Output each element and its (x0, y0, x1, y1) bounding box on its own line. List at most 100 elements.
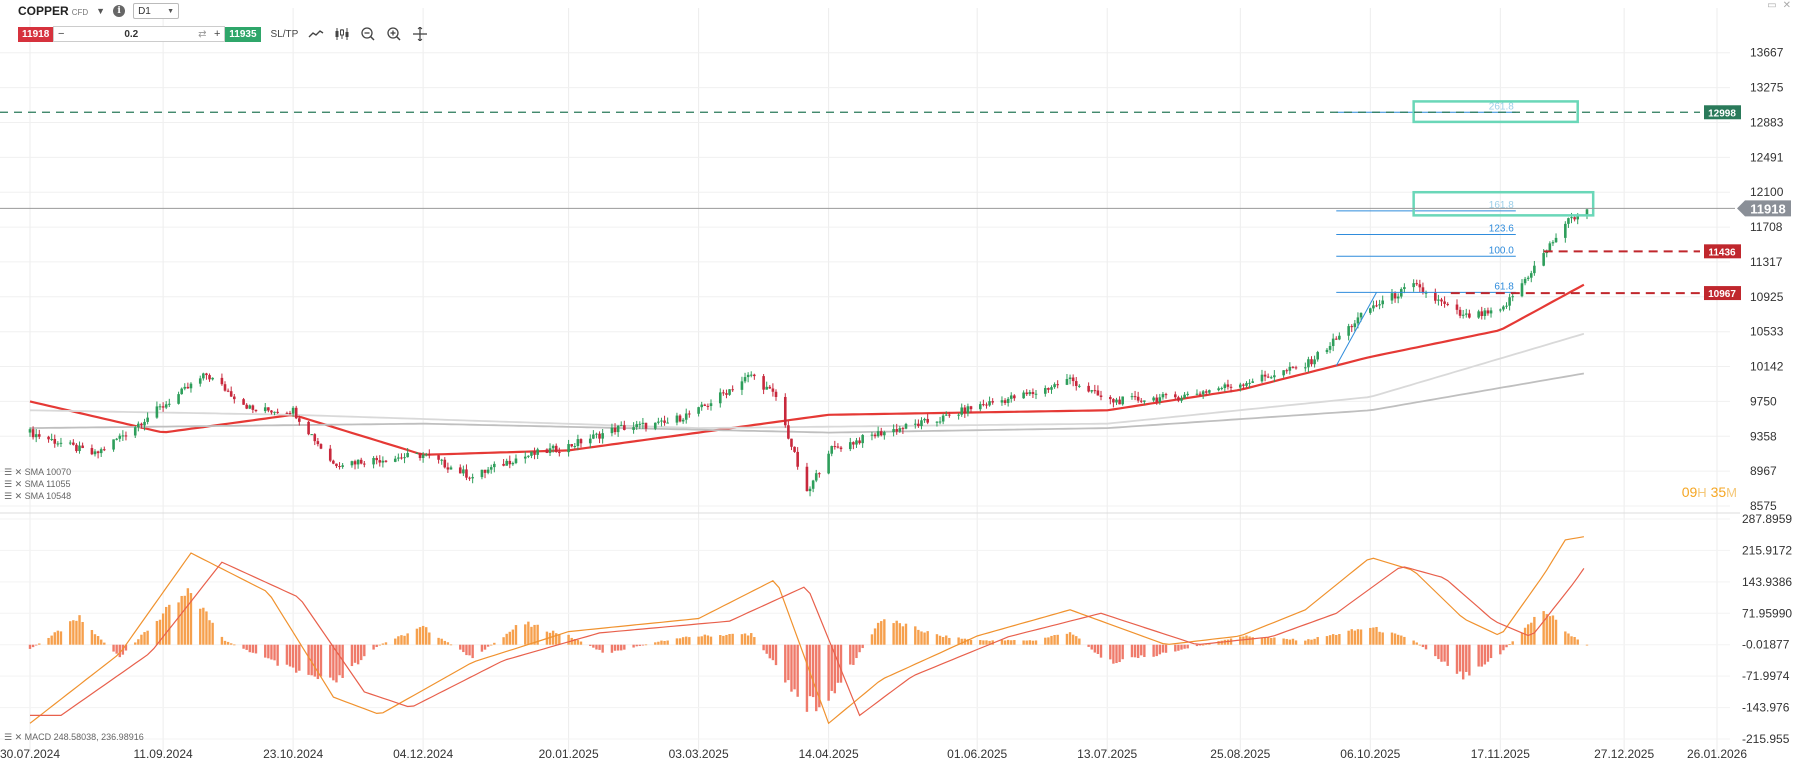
candle-body (328, 448, 332, 461)
candle-body (675, 415, 679, 423)
quantity-input[interactable]: 0.2 (124, 28, 139, 40)
macd-histogram-bar (610, 644, 614, 653)
macd-histogram-bar (375, 644, 378, 648)
sma-line (29, 283, 1585, 456)
macd-tick-label: 215.9172 (1742, 543, 1792, 557)
candle-body (1096, 390, 1100, 396)
candle-body (1338, 335, 1341, 340)
info-icon[interactable]: i (113, 5, 126, 17)
macd-histogram-bar (397, 636, 400, 645)
quantity-stepper[interactable]: − 0.2 ⇄ + (53, 26, 226, 42)
macd-histogram-bar (124, 644, 128, 651)
candle-body (1074, 381, 1078, 386)
candle-body (1418, 284, 1422, 288)
legend-sma-2-label: SMA 11055 (24, 479, 71, 489)
line-chart-icon[interactable] (308, 27, 324, 41)
sltp-button[interactable]: SL/TP (270, 28, 299, 40)
macd-histogram-bar (140, 634, 143, 645)
macd-histogram-bar (146, 630, 149, 645)
legend-sma-1[interactable]: ☰ ✕ SMA 10070 (4, 467, 72, 477)
candle-body (898, 428, 902, 432)
plus-icon[interactable]: + (214, 28, 221, 40)
candle-body (307, 421, 310, 435)
x-tick-label: 30.07.2024 (0, 747, 60, 761)
macd-histogram-bar (530, 626, 533, 645)
swap-icon[interactable]: ⇄ (198, 28, 207, 40)
candle-body (1248, 382, 1251, 384)
minus-icon[interactable]: − (58, 28, 65, 40)
candle-body (1043, 388, 1047, 394)
macd-histogram-bar (725, 634, 728, 645)
zoom-in-icon[interactable] (386, 27, 402, 41)
macd-histogram-bar (533, 624, 536, 645)
candle-body (1412, 283, 1415, 288)
candle-body (93, 451, 97, 455)
macd-histogram-bar (353, 644, 357, 663)
candles-icon[interactable] (334, 27, 350, 41)
macd-histogram-bar (418, 627, 422, 645)
sell-button[interactable]: 11918 (18, 26, 54, 42)
candle-body (505, 460, 508, 466)
candle-body (254, 409, 258, 412)
macd-histogram-bar (199, 608, 202, 645)
macd-histogram-bar (1143, 644, 1146, 658)
x-tick-label: 03.03.2025 (669, 747, 729, 761)
candle-body (440, 459, 443, 461)
target-box-lower (1412, 190, 1595, 217)
candle-body (1115, 399, 1118, 403)
candle-body (56, 443, 60, 445)
macd-histogram-bar (511, 629, 515, 645)
macd-histogram-bar (34, 644, 38, 646)
legend-sma-1-label: SMA 10070 (24, 467, 72, 477)
chevron-down-icon[interactable]: ▼ (96, 6, 106, 16)
macd-histogram-bar (536, 624, 539, 645)
countdown-minutes: 35 (1710, 484, 1727, 500)
target-box-upper (1412, 100, 1579, 124)
candle-body (1393, 293, 1397, 299)
candle-body (1434, 292, 1437, 301)
macd-legend[interactable]: ☰ ✕ MACD 248.58038, 236.98916 (4, 732, 144, 742)
macd-histogram-bar (873, 628, 877, 645)
symbol-name[interactable]: COPPER (18, 4, 69, 18)
candle-body (415, 452, 419, 454)
candle-body (527, 455, 530, 457)
candle-body (1523, 278, 1527, 284)
macd-histogram-bar (307, 644, 310, 675)
candle-body (706, 405, 710, 407)
zoom-out-icon[interactable] (360, 27, 376, 41)
macd-histogram-bar (613, 644, 617, 651)
macd-histogram-bar (1242, 636, 1245, 645)
candle-body (1133, 396, 1137, 398)
candle-body (948, 414, 951, 416)
macd-histogram-bar (1310, 639, 1313, 645)
x-tick-label: 04.12.2024 (393, 747, 453, 761)
candle-body (1551, 242, 1555, 244)
macd-histogram-bar (1325, 636, 1329, 645)
crosshair-icon[interactable] (412, 27, 428, 41)
candle-body (59, 442, 63, 444)
candle-body (1087, 385, 1090, 392)
timeframe-select[interactable]: D1 ▼ (133, 3, 180, 19)
candle-body (1260, 374, 1264, 382)
candle-body (808, 488, 812, 492)
macd-histogram-bar (291, 644, 295, 668)
legend-sma-3[interactable]: ☰ ✕ SMA 10548 (4, 491, 72, 501)
buy-button[interactable]: 11935 (225, 26, 261, 42)
legend-sma-2[interactable]: ☰ ✕ SMA 11055 (4, 479, 71, 489)
macd-histogram-bar (56, 630, 60, 645)
candle-body (743, 377, 747, 382)
candle-body (319, 444, 323, 449)
candle-body (588, 438, 592, 444)
macd-histogram-bar (490, 644, 493, 646)
macd-histogram-bar (164, 606, 168, 645)
macd-histogram-bar (731, 633, 734, 645)
candle-body (1564, 223, 1567, 238)
candle-body (523, 456, 527, 459)
window-controls[interactable]: ▭✕ (1767, 0, 1797, 11)
macd-histogram-bar (1155, 644, 1158, 657)
candle-body (298, 418, 301, 422)
macd-histogram-bar (1047, 637, 1050, 645)
candle-countdown: 09H 35M (1682, 484, 1737, 500)
candle-body (137, 423, 140, 428)
